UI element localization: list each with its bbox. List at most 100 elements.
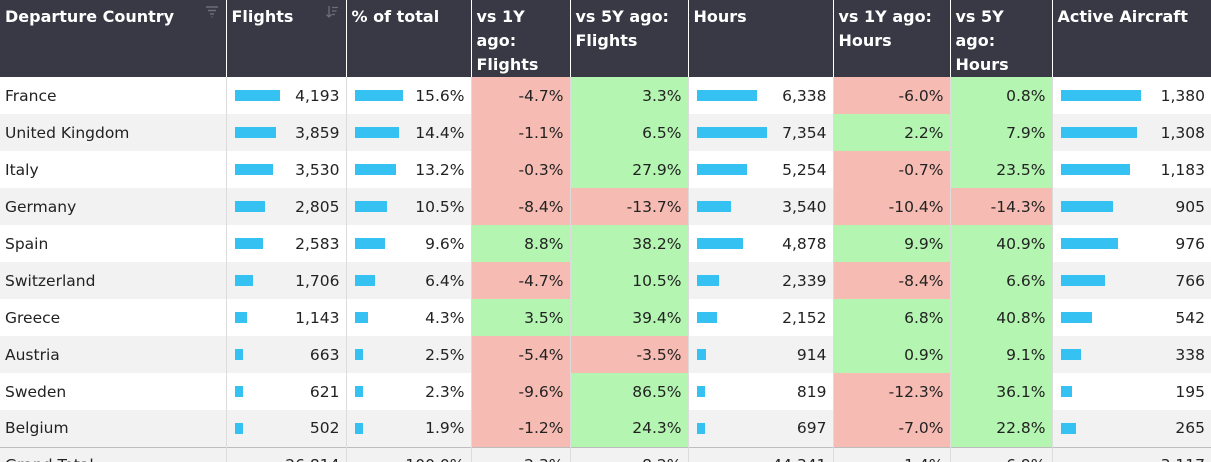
cell-value: 1,143	[295, 308, 340, 327]
cell-value: 905	[1175, 197, 1205, 216]
cell-country: France	[0, 77, 227, 114]
header-y5-hours[interactable]: vs 5Y ago: Hours	[950, 0, 1053, 77]
data-bar	[234, 275, 253, 286]
table-row[interactable]: France 4,193 15.6% -4.7% 3.3% 6,338 -6.0% 0.8% 1…	[0, 77, 1211, 114]
data-bar	[354, 386, 363, 397]
data-bar	[234, 386, 243, 397]
data-bar	[1060, 275, 1105, 286]
cell-active-aircraft: 905	[1052, 188, 1211, 225]
cell-y5-flights: -3.5%	[570, 336, 689, 373]
cell-value: 663	[309, 345, 340, 364]
cell-y5-hours: 36.1%	[950, 373, 1053, 410]
cell-hours: 2,339	[688, 262, 834, 299]
table-row[interactable]: Italy 3,530 13.2% -0.3% 27.9% 5,254 -0.7% 23.5%…	[0, 151, 1211, 188]
cell-value: 2,805	[295, 197, 340, 216]
cell-flights: 4,193	[226, 77, 347, 114]
header-y1-flights[interactable]: vs 1Y ago: Flights	[471, 0, 571, 77]
total-pct: 100.0%	[346, 446, 472, 462]
cell-value: 2,152	[782, 308, 827, 327]
cell-value: 766	[1175, 271, 1205, 290]
cell-value: 2.5%	[425, 345, 465, 364]
data-bar	[696, 275, 719, 286]
cell-value: 819	[796, 382, 827, 401]
data-bar	[354, 201, 387, 212]
table-row[interactable]: Belgium 502 1.9% -1.2% 24.3% 697 -7.0% 22.8% 265	[0, 410, 1211, 447]
cell-y5-flights: 27.9%	[570, 151, 689, 188]
data-bar	[1060, 90, 1141, 101]
header-flights[interactable]: Flights	[226, 0, 347, 77]
cell-value: 1.9%	[425, 419, 465, 438]
header-label: vs 5Y ago: Flights	[575, 7, 669, 50]
cell-y1-flights: -5.4%	[471, 336, 571, 373]
cell-flights: 663	[226, 336, 347, 373]
cell-y1-hours: 2.2%	[833, 114, 951, 151]
table-row[interactable]: Spain 2,583 9.6% 8.8% 38.2% 4,878 9.9% 40.9% 976	[0, 225, 1211, 262]
cell-y1-flights: -1.2%	[471, 410, 571, 447]
cell-y1-flights: -0.3%	[471, 151, 571, 188]
cell-flights: 3,859	[226, 114, 347, 151]
cell-y5-flights: 10.5%	[570, 262, 689, 299]
cell-value: 7,354	[782, 123, 827, 142]
total-hours: 44,341	[688, 446, 834, 462]
data-bar	[234, 201, 265, 212]
data-bar	[1060, 164, 1130, 175]
cell-value: 2,339	[782, 271, 827, 290]
cell-y1-flights: -8.4%	[471, 188, 571, 225]
table-row[interactable]: Greece 1,143 4.3% 3.5% 39.4% 2,152 6.8% 40.8% 54…	[0, 299, 1211, 336]
cell-y5-hours: -14.3%	[950, 188, 1053, 225]
cell-country: Italy	[0, 151, 227, 188]
header-pct-total[interactable]: % of total	[346, 0, 472, 77]
cell-hours: 6,338	[688, 77, 834, 114]
cell-country: Belgium	[0, 410, 227, 447]
cell-y5-flights: 39.4%	[570, 299, 689, 336]
total-y1-hours: -1.4%	[833, 446, 951, 462]
cell-pct-total: 6.4%	[346, 262, 472, 299]
cell-hours: 819	[688, 373, 834, 410]
table-row[interactable]: Germany 2,805 10.5% -8.4% -13.7% 3,540 -10.4% -…	[0, 188, 1211, 225]
cell-value: 3,530	[295, 160, 340, 179]
total-y5-flights: 8.2%	[570, 446, 689, 462]
header-label: vs 1Y ago: Hours	[838, 7, 932, 50]
cell-country: Germany	[0, 188, 227, 225]
cell-value: 13.2%	[415, 160, 465, 179]
table-row[interactable]: United Kingdom 3,859 14.4% -1.1% 6.5% 7,354 2.…	[0, 114, 1211, 151]
cell-value: 914	[796, 345, 827, 364]
cell-flights: 1,143	[226, 299, 347, 336]
cell-pct-total: 10.5%	[346, 188, 472, 225]
total-label: Grand Total	[0, 446, 227, 462]
cell-y1-hours: -12.3%	[833, 373, 951, 410]
header-active-aircraft[interactable]: Active Aircraft	[1052, 0, 1211, 77]
filter-icon[interactable]	[205, 6, 218, 18]
cell-value: 2.3%	[425, 382, 465, 401]
cell-y1-hours: -8.4%	[833, 262, 951, 299]
cell-value: 338	[1175, 345, 1205, 364]
cell-y1-flights: -9.6%	[471, 373, 571, 410]
cell-hours: 914	[688, 336, 834, 373]
table-row[interactable]: Sweden 621 2.3% -9.6% 86.5% 819 -12.3% 36.1% 195	[0, 373, 1211, 410]
table-row[interactable]: Austria 663 2.5% -5.4% -3.5% 914 0.9% 9.1% 338	[0, 336, 1211, 373]
data-bar	[354, 164, 396, 175]
cell-pct-total: 4.3%	[346, 299, 472, 336]
data-bar	[696, 386, 705, 397]
cell-pct-total: 15.6%	[346, 77, 472, 114]
cell-pct-total: 13.2%	[346, 151, 472, 188]
data-bar	[354, 422, 363, 434]
header-hours[interactable]: Hours	[688, 0, 834, 77]
cell-y1-hours: 0.9%	[833, 336, 951, 373]
cell-y5-hours: 40.9%	[950, 225, 1053, 262]
data-bar	[354, 349, 363, 360]
cell-hours: 3,540	[688, 188, 834, 225]
cell-hours: 4,878	[688, 225, 834, 262]
cell-value: 15.6%	[415, 86, 465, 105]
header-label: Active Aircraft	[1057, 7, 1188, 26]
table-row[interactable]: Switzerland 1,706 6.4% -4.7% 10.5% 2,339 -8.4%…	[0, 262, 1211, 299]
header-y5-flights[interactable]: vs 5Y ago: Flights	[570, 0, 689, 77]
cell-hours: 697	[688, 410, 834, 447]
header-y1-hours[interactable]: vs 1Y ago: Hours	[833, 0, 951, 77]
data-bar	[234, 422, 243, 434]
cell-y5-hours: 6.6%	[950, 262, 1053, 299]
cell-y1-hours: -6.0%	[833, 77, 951, 114]
cell-y5-hours: 22.8%	[950, 410, 1053, 447]
sort-descending-icon[interactable]	[325, 6, 338, 18]
header-departure-country[interactable]: Departure Country	[0, 0, 227, 77]
